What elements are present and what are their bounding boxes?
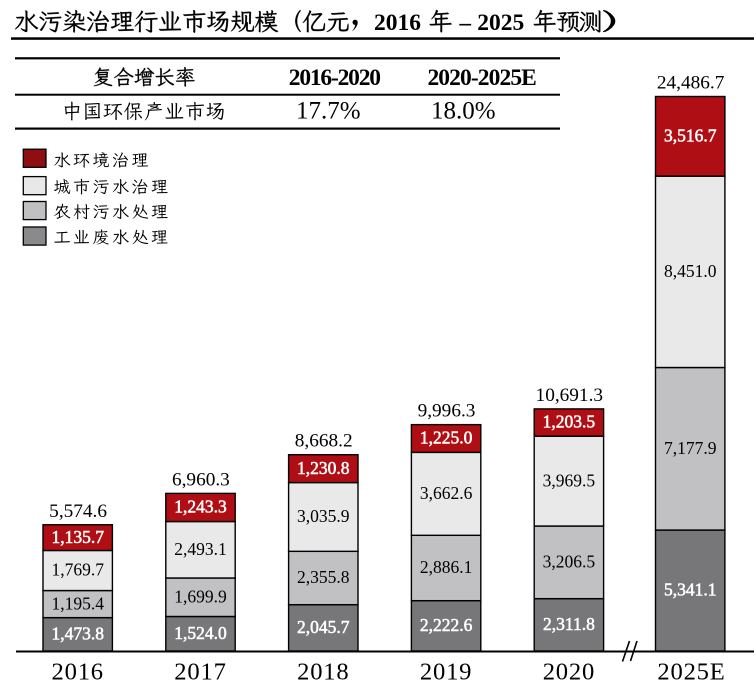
svg-text:7,177.9: 7,177.9 <box>664 438 717 458</box>
svg-text:17.7%: 17.7% <box>296 98 361 125</box>
svg-text:8,668.2: 8,668.2 <box>295 431 353 452</box>
svg-text:1,524.0: 1,524.0 <box>174 623 227 643</box>
svg-text:2,045.7: 2,045.7 <box>297 617 350 637</box>
svg-text:1,203.5: 1,203.5 <box>543 412 596 432</box>
svg-text:3,969.5: 3,969.5 <box>543 470 596 490</box>
svg-text:8,451.0: 8,451.0 <box>664 261 717 281</box>
svg-text:3,035.9: 3,035.9 <box>297 506 350 526</box>
svg-text:2,222.6: 2,222.6 <box>420 615 473 635</box>
svg-text:10,691.3: 10,691.3 <box>536 385 603 406</box>
svg-text:3,516.7: 3,516.7 <box>664 126 717 146</box>
svg-text:1,769.7: 1,769.7 <box>51 560 104 580</box>
svg-text:18.0%: 18.0% <box>431 98 496 125</box>
svg-text:2018: 2018 <box>297 658 349 685</box>
svg-text:2017: 2017 <box>174 658 226 685</box>
svg-text:1,230.8: 1,230.8 <box>297 458 350 478</box>
svg-text:2016: 2016 <box>52 658 104 685</box>
svg-text:2,886.1: 2,886.1 <box>420 557 473 577</box>
svg-text:1,195.4: 1,195.4 <box>51 593 104 613</box>
svg-text:5,341.1: 5,341.1 <box>664 580 717 600</box>
svg-text:1,225.0: 1,225.0 <box>420 428 473 448</box>
svg-text:2019: 2019 <box>420 658 472 685</box>
svg-text:2,355.8: 2,355.8 <box>297 567 350 587</box>
svg-text:3,662.6: 3,662.6 <box>420 483 473 503</box>
svg-text:1,243.3: 1,243.3 <box>174 497 227 517</box>
svg-text:2016-2020: 2016-2020 <box>289 65 380 91</box>
svg-text:1,135.7: 1,135.7 <box>51 527 104 547</box>
svg-text:–: – <box>459 10 472 35</box>
svg-text:2016: 2016 <box>374 10 421 36</box>
svg-text:2020-2025E: 2020-2025E <box>427 65 536 91</box>
svg-text:9,996.3: 9,996.3 <box>418 401 476 422</box>
svg-text:2,311.8: 2,311.8 <box>543 614 595 634</box>
svg-text:24,486.7: 24,486.7 <box>657 73 725 94</box>
svg-text:2025E: 2025E <box>657 658 725 685</box>
svg-text:6,960.3: 6,960.3 <box>172 469 230 490</box>
svg-text:1,699.9: 1,699.9 <box>174 586 227 606</box>
svg-text:5,574.6: 5,574.6 <box>49 501 107 522</box>
svg-text:2,493.1: 2,493.1 <box>174 539 227 559</box>
svg-text:1,473.8: 1,473.8 <box>51 624 104 644</box>
svg-text:3,206.5: 3,206.5 <box>543 552 596 572</box>
svg-text:2020: 2020 <box>543 658 595 685</box>
svg-text:2025: 2025 <box>477 10 524 36</box>
